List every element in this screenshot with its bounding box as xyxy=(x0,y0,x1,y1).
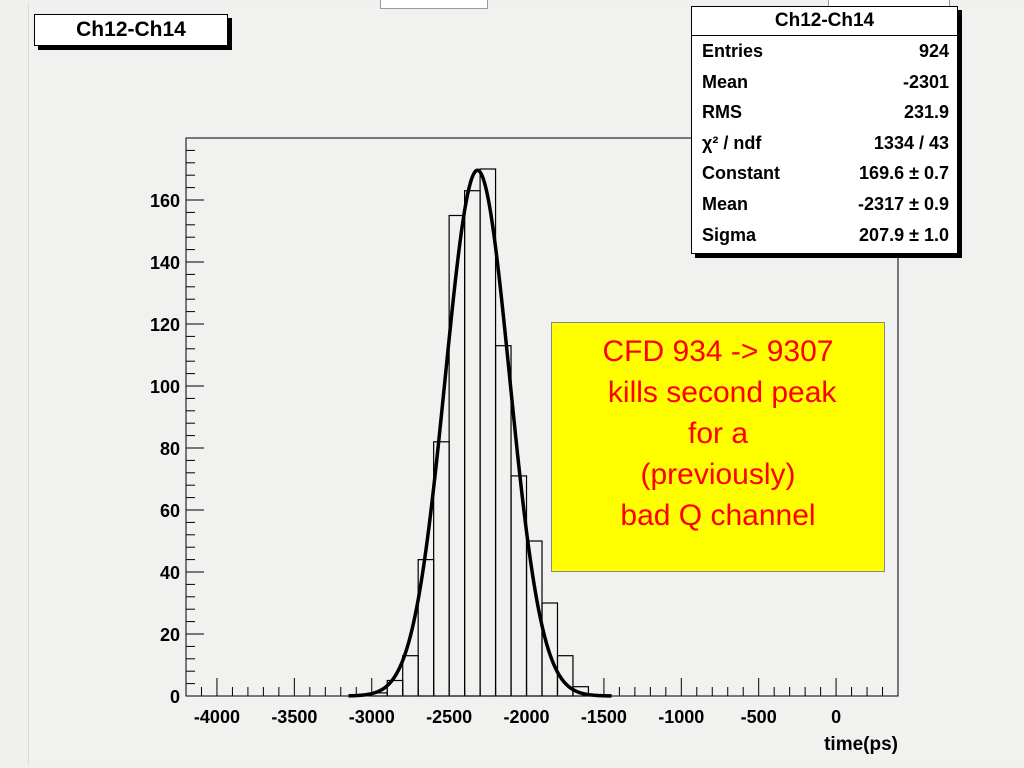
stats-value: 169.6 ± 0.7 xyxy=(859,163,949,184)
y-tick-label: 20 xyxy=(160,625,180,645)
stats-label: χ² / ndf xyxy=(702,132,762,153)
x-tick-label: -2000 xyxy=(503,707,549,727)
stats-label: Sigma xyxy=(702,224,757,245)
annotation-box: CFD 934 -> 9307 kills second peak for a … xyxy=(551,322,885,572)
stats-label: Entries xyxy=(702,41,764,61)
stats-row-entries: Entries 924 xyxy=(692,36,957,67)
stats-label: RMS xyxy=(702,102,742,123)
y-tick-label: 160 xyxy=(150,191,180,211)
stats-value: 231.9 xyxy=(903,102,949,123)
stats-box[interactable]: Ch12-Ch14 Entries 924 Mean -2301 RMS 231… xyxy=(691,6,958,254)
stats-row-constant: Constant 169.6 ± 0.7 xyxy=(692,158,957,189)
x-axis-title: time(ps) xyxy=(824,734,898,755)
annotation-line: for a xyxy=(687,417,749,450)
x-tick-label: 0 xyxy=(831,707,841,727)
stats-value: 1334 / 43 xyxy=(873,132,949,153)
x-tick-label: -1500 xyxy=(581,707,627,727)
y-tick-label: 140 xyxy=(150,253,180,273)
y-tick-label: 120 xyxy=(150,315,180,335)
stats-label: Mean xyxy=(702,71,749,92)
x-tick-label: -1000 xyxy=(658,707,704,727)
x-tick-label: -3500 xyxy=(271,707,317,727)
y-tick-label: 100 xyxy=(150,377,180,397)
toolbar-stub-left xyxy=(380,0,488,9)
stats-label: Constant xyxy=(702,163,780,184)
histogram-bin xyxy=(541,602,559,697)
y-tick-label: 60 xyxy=(160,501,180,521)
y-tick-label: 80 xyxy=(160,439,180,459)
histogram-title[interactable]: Ch12-Ch14 xyxy=(34,14,228,46)
histogram-bin xyxy=(556,655,574,697)
annotation-line: bad Q channel xyxy=(620,499,816,532)
stats-row-rms: RMS 231.9 xyxy=(692,97,957,128)
stats-value: -2317 ± 0.9 xyxy=(858,193,949,214)
stats-row-fit-mean: Mean -2317 ± 0.9 xyxy=(692,189,957,220)
stats-value: 207.9 ± 1.0 xyxy=(859,224,949,245)
annotation-line: (previously) xyxy=(640,458,796,491)
stats-value: -2301 xyxy=(902,71,949,92)
x-tick-label: -4000 xyxy=(194,707,240,727)
stats-title: Ch12-Ch14 xyxy=(692,7,957,36)
x-tick-label: -2500 xyxy=(426,707,472,727)
stats-value: 924 xyxy=(918,41,949,61)
y-tick-label: 0 xyxy=(170,687,180,707)
x-tick-label: -3000 xyxy=(349,707,395,727)
fit-curve xyxy=(348,168,612,698)
y-tick-label: 40 xyxy=(160,563,180,583)
stats-label: Mean xyxy=(702,193,749,214)
stats-row-chi2: χ² / ndf 1334 / 43 xyxy=(692,128,957,159)
stats-row-sigma: Sigma 207.9 ± 1.0 xyxy=(692,220,957,251)
annotation-line: kills second peak xyxy=(599,376,837,409)
annotation-line: CFD 934 -> 9307 xyxy=(602,335,834,368)
x-tick-label: -500 xyxy=(741,707,777,727)
stats-row-mean: Mean -2301 xyxy=(692,67,957,98)
